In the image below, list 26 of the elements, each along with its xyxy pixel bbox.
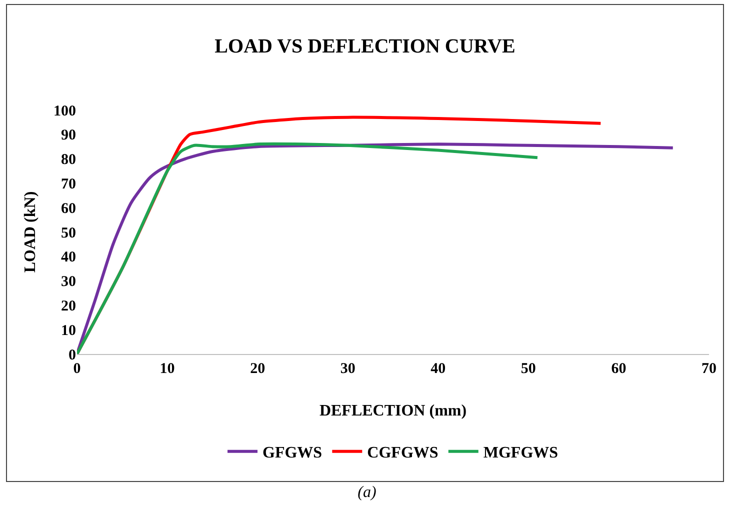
x-tick-label: 60 bbox=[611, 361, 626, 377]
y-axis-title: LOAD (kN) bbox=[22, 191, 39, 273]
y-tick-label: 70 bbox=[61, 176, 76, 192]
legend-label: GFGWS bbox=[262, 444, 322, 462]
chart-title: LOAD VS DEFLECTION CURVE bbox=[214, 35, 516, 58]
x-tick-label: 70 bbox=[702, 361, 716, 377]
legend-label: CGFGWS bbox=[367, 444, 438, 462]
x-axis-title: DEFLECTION (mm) bbox=[319, 402, 467, 420]
y-tick-label: 10 bbox=[61, 322, 76, 339]
y-tick-label: 80 bbox=[61, 152, 76, 168]
x-tick-label: 40 bbox=[430, 361, 446, 377]
x-tick-label: 30 bbox=[340, 361, 356, 377]
y-tick-label: 40 bbox=[61, 250, 76, 266]
x-tick-label: 20 bbox=[250, 361, 266, 377]
line-series bbox=[77, 142, 539, 354]
y-tick-label: 0 bbox=[68, 347, 76, 364]
y-tick-label: 100 bbox=[54, 103, 76, 120]
y-tick-label: 50 bbox=[61, 225, 76, 242]
y-tick-label: 20 bbox=[61, 298, 76, 314]
legend-label: MGFGWS bbox=[483, 444, 558, 462]
y-tick-label: 90 bbox=[61, 128, 76, 144]
x-tick-label: 50 bbox=[520, 361, 536, 377]
x-tick-label: 10 bbox=[160, 361, 175, 377]
y-tick-label: 30 bbox=[61, 274, 76, 290]
text: (a) bbox=[356, 484, 378, 502]
y-tick-label: 60 bbox=[61, 200, 76, 217]
